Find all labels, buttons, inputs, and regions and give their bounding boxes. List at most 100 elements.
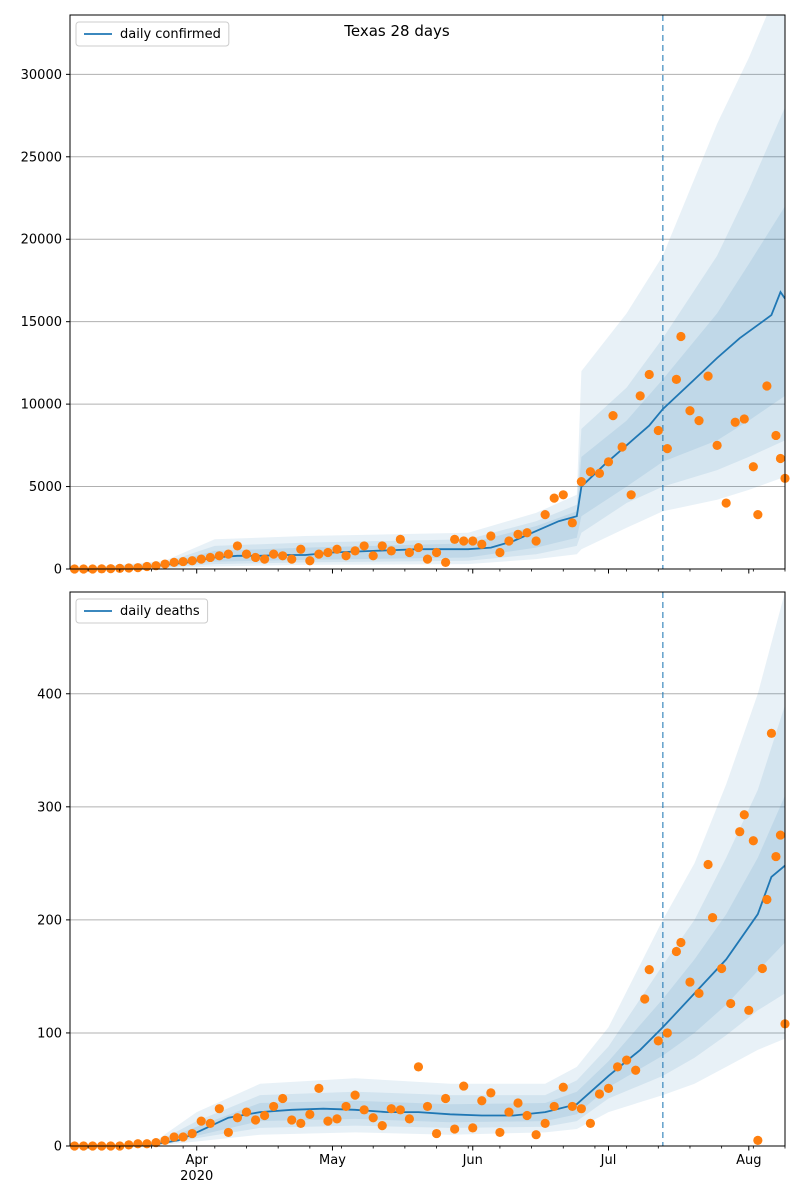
observed-point bbox=[504, 536, 514, 546]
observed-point bbox=[744, 1005, 754, 1015]
observed-point bbox=[612, 1062, 623, 1072]
y-tick-label: 100 bbox=[37, 1026, 62, 1041]
observed-point bbox=[241, 1107, 252, 1117]
observed-point bbox=[486, 1088, 496, 1098]
observed-point bbox=[305, 1109, 315, 1119]
observed-point bbox=[671, 946, 681, 957]
observed-point bbox=[703, 371, 713, 381]
observed-point bbox=[133, 563, 143, 573]
observed-point bbox=[187, 1128, 197, 1139]
y-tick-label: 30000 bbox=[21, 68, 62, 83]
deaths-legend: daily deaths bbox=[75, 598, 209, 624]
confirmed-panel: 0 5000 10000 15000 20000 25000 30000 daily con… bbox=[21, 14, 790, 578]
observed-point bbox=[196, 554, 206, 564]
x-tick-label: Jul bbox=[600, 1153, 617, 1168]
observed-point bbox=[205, 1118, 215, 1128]
observed-point bbox=[386, 1104, 396, 1114]
observed-point bbox=[468, 1123, 478, 1133]
observed-point bbox=[459, 536, 469, 546]
observed-point bbox=[169, 557, 179, 568]
observed-point bbox=[603, 457, 614, 467]
observed-point bbox=[594, 468, 605, 478]
observed-point bbox=[531, 1130, 541, 1140]
chart-title: Texas 28 days bbox=[343, 22, 450, 40]
observed-point bbox=[160, 1135, 170, 1145]
observed-point bbox=[766, 728, 777, 738]
observed-point bbox=[757, 963, 767, 974]
observed-point bbox=[662, 1028, 672, 1038]
observed-point bbox=[178, 556, 188, 567]
observed-point bbox=[558, 490, 568, 500]
observed-point bbox=[676, 331, 686, 342]
observed-point bbox=[676, 937, 686, 948]
observed-point bbox=[477, 539, 487, 549]
legend-label: daily deaths bbox=[120, 604, 200, 619]
uncertainty-band-2 bbox=[70, 107, 785, 569]
observed-point bbox=[753, 1135, 763, 1145]
confirmed-legend: daily confirmed bbox=[75, 21, 230, 47]
observed-point bbox=[685, 406, 695, 416]
observed-point bbox=[622, 1055, 632, 1065]
observed-point bbox=[495, 1127, 505, 1138]
observed-point bbox=[314, 1083, 324, 1093]
y-tick-label: 10000 bbox=[21, 398, 62, 413]
observed-point bbox=[712, 440, 722, 450]
observed-point bbox=[576, 1104, 586, 1114]
observed-point bbox=[223, 549, 233, 559]
observed-point bbox=[368, 551, 378, 561]
observed-point bbox=[459, 1081, 469, 1091]
x-tick-label: May bbox=[319, 1153, 346, 1168]
observed-point bbox=[332, 544, 342, 554]
confirmed-grid bbox=[70, 73, 785, 488]
observed-point bbox=[739, 414, 749, 424]
observed-point bbox=[232, 1113, 243, 1123]
observed-point bbox=[241, 549, 252, 559]
observed-point bbox=[603, 1083, 614, 1093]
observed-point bbox=[359, 541, 369, 551]
observed-point bbox=[278, 551, 288, 561]
observed-point bbox=[341, 551, 351, 561]
observed-point bbox=[450, 534, 460, 544]
observed-point bbox=[739, 810, 749, 820]
observed-point bbox=[151, 1138, 161, 1148]
observed-point bbox=[431, 547, 442, 558]
observed-point bbox=[259, 1110, 270, 1121]
observed-point bbox=[694, 416, 704, 426]
observed-point bbox=[133, 1139, 143, 1149]
deaths-grid bbox=[70, 693, 785, 1034]
observed-point bbox=[377, 1121, 387, 1131]
observed-point bbox=[477, 1096, 487, 1106]
x-tick-label: Aug bbox=[736, 1153, 761, 1168]
observed-point bbox=[269, 1101, 279, 1112]
observed-point bbox=[259, 554, 270, 564]
observed-point bbox=[395, 534, 405, 544]
observed-point bbox=[748, 836, 758, 846]
observed-point bbox=[585, 467, 596, 477]
x-tick-label: Apr bbox=[185, 1153, 208, 1168]
x-tick-label: Jun bbox=[462, 1153, 483, 1168]
legend-box bbox=[75, 21, 230, 47]
observed-point bbox=[653, 1036, 663, 1046]
observed-point bbox=[151, 561, 161, 571]
observed-point bbox=[269, 549, 279, 559]
observed-point bbox=[124, 1140, 134, 1150]
observed-point bbox=[513, 529, 523, 539]
deaths-y-axis: 0 100 200 300 400 bbox=[37, 687, 70, 1155]
observed-point bbox=[377, 541, 387, 551]
deaths-x-axis: Apr May Jun Jul Aug bbox=[87, 1146, 786, 1168]
observed-point bbox=[287, 1115, 297, 1125]
observed-point bbox=[640, 994, 650, 1004]
observed-point bbox=[287, 554, 297, 564]
observed-point bbox=[540, 1118, 550, 1128]
observed-point bbox=[644, 965, 654, 975]
observed-point bbox=[608, 411, 618, 421]
observed-point bbox=[495, 547, 505, 558]
observed-point bbox=[662, 444, 672, 454]
legend-label: daily confirmed bbox=[120, 27, 221, 42]
observed-point bbox=[386, 546, 396, 556]
observed-point bbox=[323, 547, 333, 558]
observed-point bbox=[775, 453, 786, 464]
observed-point bbox=[450, 1124, 460, 1134]
observed-point bbox=[142, 1139, 152, 1149]
observed-point bbox=[726, 998, 736, 1009]
